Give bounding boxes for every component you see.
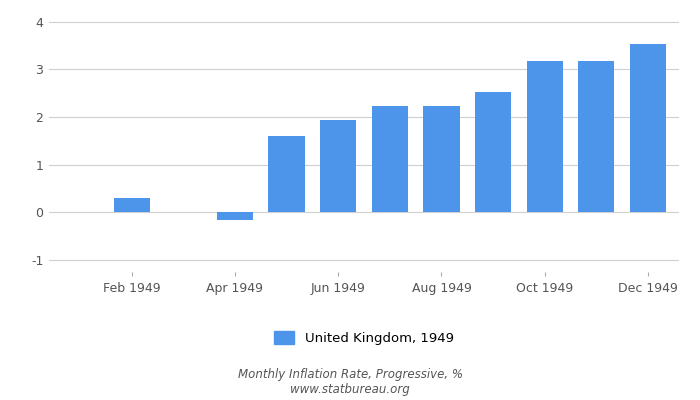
Bar	[113, 198, 150, 212]
Bar	[475, 92, 511, 212]
Bar	[630, 44, 666, 212]
Bar	[320, 120, 356, 212]
Text: Monthly Inflation Rate, Progressive, %: Monthly Inflation Rate, Progressive, %	[237, 368, 463, 381]
Bar	[217, 212, 253, 220]
Bar	[526, 61, 563, 212]
Legend: United Kingdom, 1949: United Kingdom, 1949	[269, 325, 459, 350]
Bar	[269, 136, 304, 212]
Bar	[424, 106, 459, 212]
Text: www.statbureau.org: www.statbureau.org	[290, 383, 410, 396]
Bar	[578, 61, 615, 212]
Bar	[372, 106, 408, 212]
